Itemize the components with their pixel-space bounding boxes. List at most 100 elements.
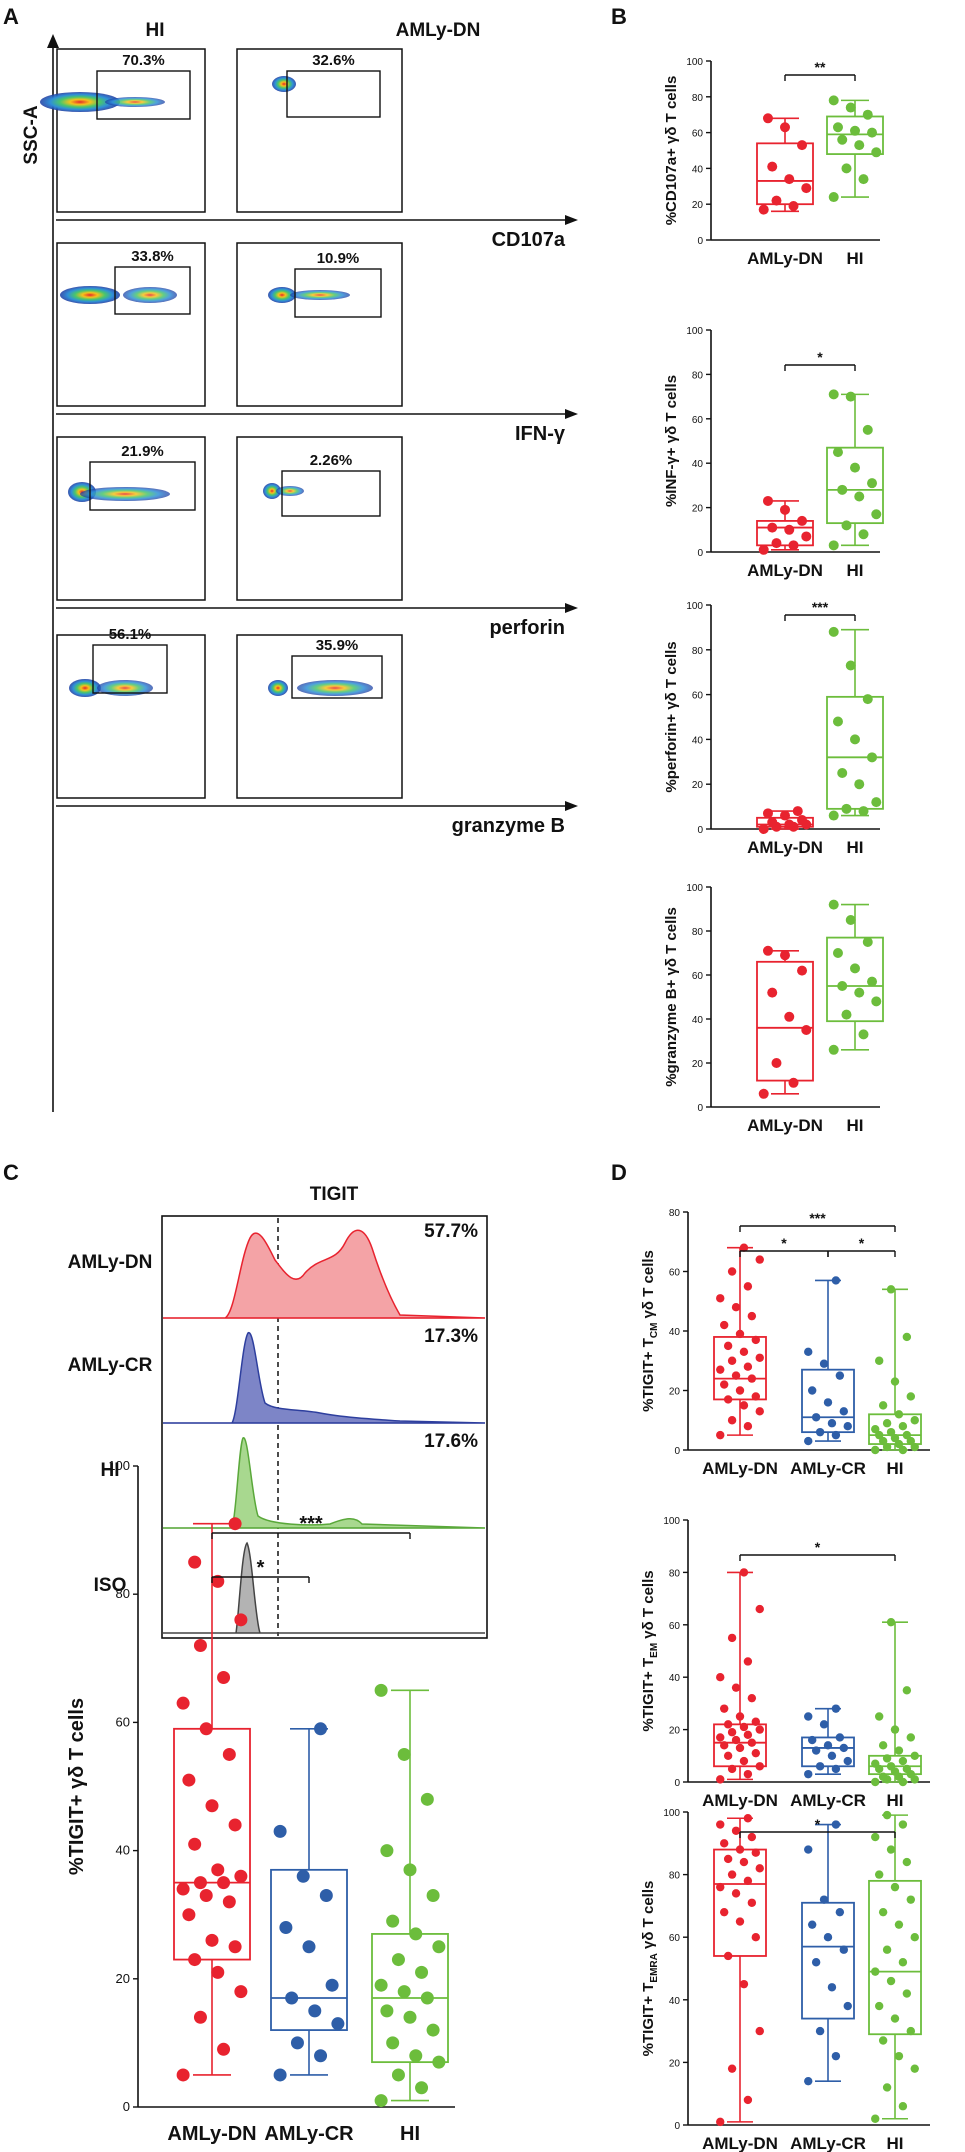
data-point bbox=[811, 1413, 821, 1422]
data-point bbox=[739, 1857, 749, 1867]
marker-label: CD107a bbox=[492, 229, 566, 251]
group-amly-dn: AMLy-DN bbox=[167, 1517, 257, 2145]
data-point bbox=[886, 1617, 896, 1627]
data-point bbox=[188, 1837, 202, 1851]
data-point bbox=[380, 1844, 394, 1858]
data-point bbox=[205, 1799, 219, 1813]
group-hi: HI bbox=[826, 626, 884, 857]
hi-gate-percent: 33.8% bbox=[131, 248, 174, 265]
data-point bbox=[854, 491, 865, 502]
data-point bbox=[755, 1864, 764, 1873]
data-point bbox=[811, 1958, 821, 1967]
data-point bbox=[739, 1401, 749, 1410]
data-point bbox=[831, 1276, 841, 1285]
data-point bbox=[832, 447, 843, 458]
data-point bbox=[792, 806, 803, 817]
ssc-axis-arrow bbox=[47, 34, 59, 48]
data-point bbox=[719, 1741, 729, 1750]
histogram-frame bbox=[161, 1215, 488, 1639]
data-point bbox=[380, 2004, 394, 2018]
data-point bbox=[719, 1907, 729, 1917]
data-point bbox=[731, 1303, 741, 1312]
data-point bbox=[902, 1764, 912, 1774]
boxplot-b2: 0 20 40 60 80 100 %INF-γ+ γδ T cells AMLy-DN HI * bbox=[663, 326, 884, 580]
y-tick-label: 60 bbox=[692, 415, 704, 426]
y-axis-label: %TIGIT+ TEM γδ T cells bbox=[640, 1570, 660, 1731]
data-point bbox=[188, 1953, 202, 1967]
y-tick-label: 60 bbox=[669, 1933, 681, 1944]
y-tick-label: 0 bbox=[674, 1778, 680, 1789]
significance-label: * bbox=[781, 1235, 787, 1251]
group-amly-cr: AMLy-CR bbox=[790, 1820, 866, 2152]
y-tick-label: 80 bbox=[669, 1568, 681, 1579]
y-tick-label: 100 bbox=[108, 1458, 130, 1473]
x-category-label: AMLy-DN bbox=[702, 1791, 778, 1810]
hi-gate-percent: 56.1% bbox=[109, 626, 152, 643]
significance-label: *** bbox=[299, 1513, 323, 1535]
data-point bbox=[837, 134, 848, 145]
data-point bbox=[890, 1377, 900, 1386]
data-point bbox=[804, 2076, 813, 2086]
data-point bbox=[832, 716, 843, 727]
data-point bbox=[831, 1704, 841, 1713]
data-point bbox=[211, 1863, 225, 1877]
data-point bbox=[758, 544, 769, 555]
data-point bbox=[780, 810, 790, 821]
data-point bbox=[902, 1686, 912, 1695]
data-point bbox=[871, 1967, 880, 1976]
data-point bbox=[828, 626, 839, 637]
data-point bbox=[222, 1747, 236, 1761]
group-amly-dn: AMLy-DN bbox=[747, 113, 823, 268]
group-hi: HI bbox=[826, 899, 884, 1135]
data-point bbox=[747, 1738, 757, 1747]
data-point bbox=[188, 1555, 202, 1569]
data-point bbox=[228, 1517, 242, 1531]
data-point bbox=[797, 815, 808, 826]
hi-gate bbox=[114, 266, 191, 315]
y-tick-label: 20 bbox=[669, 1387, 681, 1398]
data-point bbox=[386, 2036, 400, 2050]
amly-dn-gate bbox=[291, 655, 383, 699]
data-point bbox=[871, 1445, 880, 1455]
data-point bbox=[739, 1756, 749, 1766]
data-point bbox=[739, 1568, 749, 1577]
data-point bbox=[807, 1735, 817, 1745]
data-point bbox=[747, 1832, 757, 1842]
data-point bbox=[815, 1762, 825, 1771]
data-point bbox=[762, 113, 773, 124]
data-point bbox=[273, 1824, 287, 1838]
y-axis-label: %CD107a+ γδ T cells bbox=[663, 76, 680, 226]
box-iqr bbox=[801, 1368, 855, 1434]
data-point bbox=[858, 174, 869, 185]
data-point bbox=[758, 824, 769, 834]
data-point bbox=[831, 1764, 841, 1774]
panel-label-c: C bbox=[3, 1160, 19, 1185]
significance-bracket: *** bbox=[211, 1513, 411, 1539]
data-point bbox=[176, 1696, 190, 1710]
y-tick-label: 20 bbox=[669, 1726, 681, 1737]
data-point bbox=[819, 1720, 829, 1729]
data-point bbox=[739, 1722, 749, 1732]
data-point bbox=[205, 1933, 219, 1947]
x-category-label: AMLy-DN bbox=[747, 249, 823, 268]
y-tick-label: 40 bbox=[692, 1015, 704, 1026]
y-tick-label: 100 bbox=[686, 601, 703, 612]
x-axis-arrow bbox=[565, 215, 578, 225]
y-tick-label: 0 bbox=[697, 825, 703, 836]
data-point bbox=[828, 389, 839, 400]
data-point bbox=[716, 1820, 725, 1829]
data-point bbox=[731, 1889, 741, 1898]
data-point bbox=[827, 1983, 837, 1992]
data-point bbox=[771, 538, 782, 549]
x-category-label: AMLy-DN bbox=[747, 838, 823, 857]
y-tick-label: 0 bbox=[674, 2121, 680, 2132]
data-point bbox=[403, 1863, 417, 1877]
flow-row-ifn: 33.8% 10.9% IFN-γ bbox=[56, 242, 578, 445]
data-point bbox=[739, 1243, 749, 1252]
y-axis-label-tail: γδ T cells bbox=[640, 1250, 657, 1322]
y-axis-label: %TIGIT+ TEMRA γδ T cells bbox=[640, 1881, 660, 2057]
data-point bbox=[420, 1991, 434, 2005]
data-point bbox=[871, 1832, 880, 1842]
boxplot-b3: 0 20 40 60 80 100 %perforin+ γδ T cells AMLy-DN… bbox=[663, 599, 884, 857]
data-point bbox=[882, 1945, 892, 1954]
